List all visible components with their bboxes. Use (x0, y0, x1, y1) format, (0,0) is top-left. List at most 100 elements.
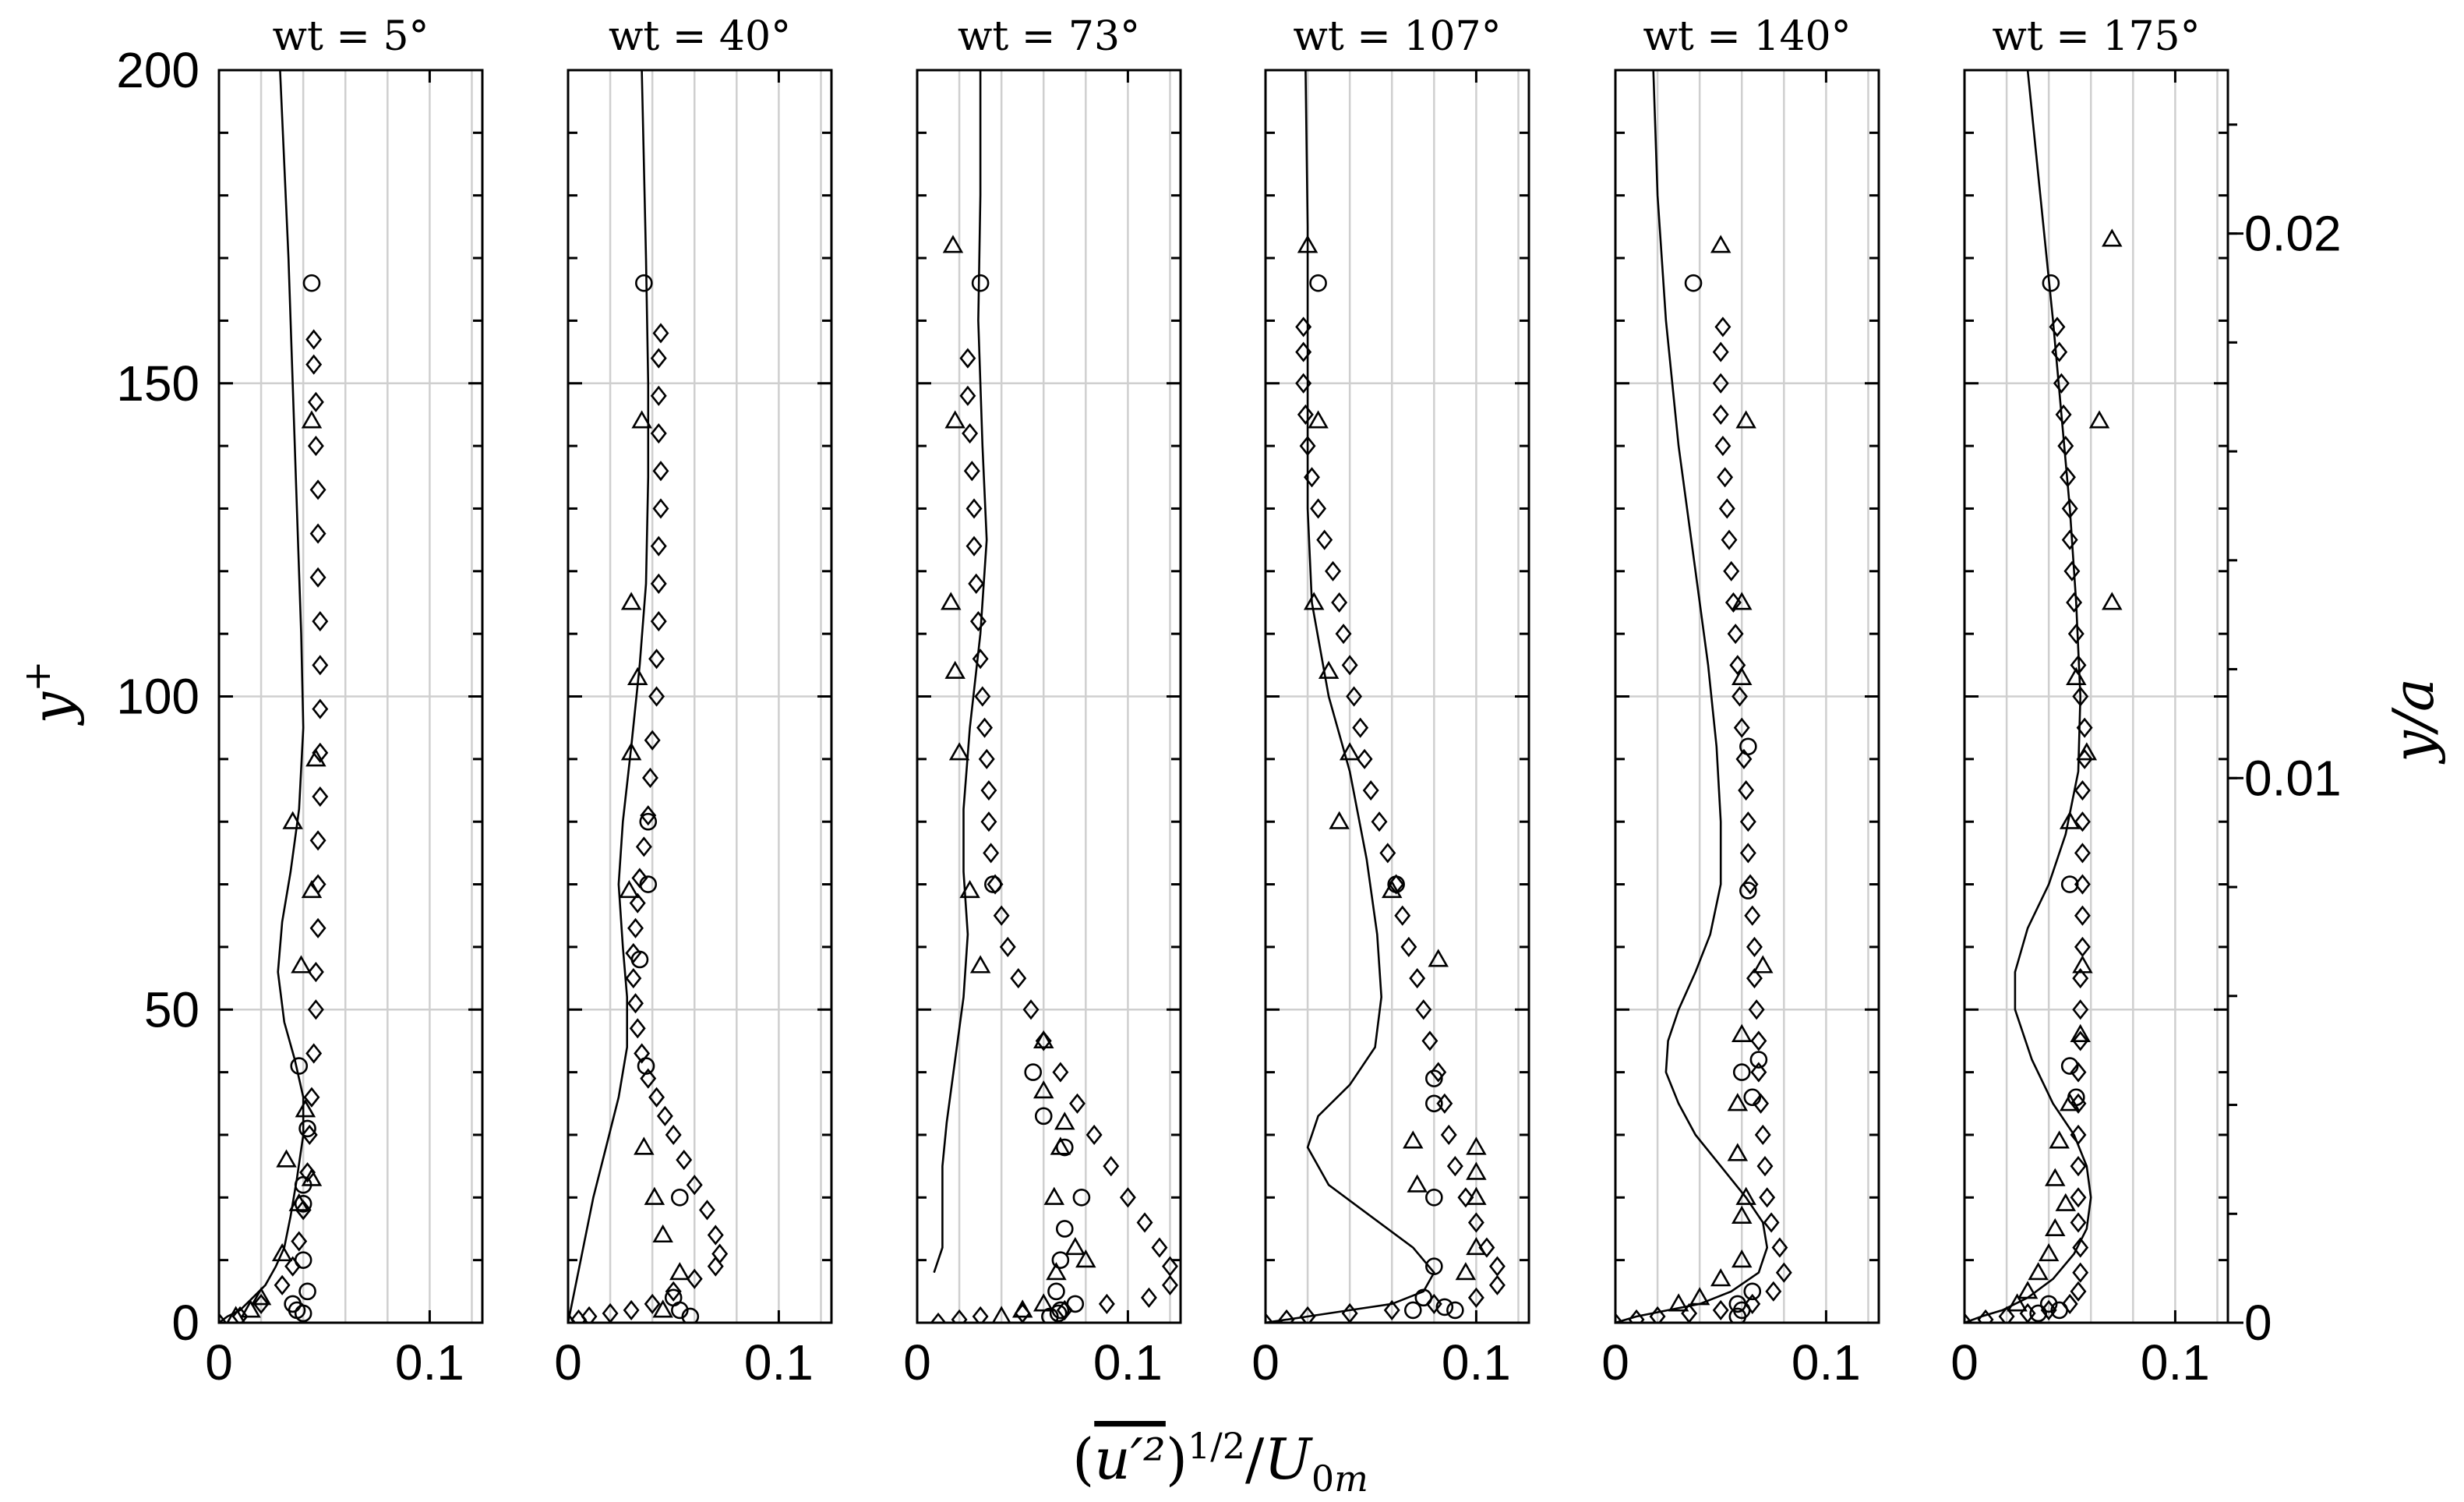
diamond-marker (2057, 436, 2074, 457)
right-y-axis: 0 0.01 0.02 (2228, 123, 2342, 1351)
diamond-marker (686, 1268, 703, 1289)
diamond-marker (2070, 1281, 2087, 1302)
triangle-marker (1033, 1080, 1054, 1099)
triangle-marker (1403, 1130, 1424, 1149)
diamond-marker (1732, 686, 1749, 707)
diamond-marker (2067, 624, 2085, 645)
triangle-marker (2017, 1281, 2039, 1299)
diamond-marker (980, 811, 997, 832)
triangle-marker (991, 1306, 1011, 1323)
diamond-marker (629, 1018, 646, 1039)
diamond-marker (1297, 404, 1314, 426)
panels: wt = 5°0 0.1wt = 40°0 0.1wt = 73°0 0.1wt = … (205, 13, 2229, 1391)
diamond-marker (652, 461, 669, 482)
triangle-marker (944, 410, 965, 429)
panel-data (930, 70, 1178, 1323)
diamond-marker (2063, 560, 2081, 581)
diamond-marker (2072, 1030, 2089, 1051)
triangle-marker (644, 1186, 665, 1205)
circle-marker (2042, 274, 2060, 292)
diamond-marker (1718, 498, 1735, 519)
diamond-marker (1733, 717, 1750, 738)
diamond-marker (309, 917, 327, 938)
triangle-marker (2102, 592, 2123, 610)
diamond-marker (634, 1043, 651, 1064)
triangle-marker (301, 879, 323, 899)
diamond-marker (930, 1312, 947, 1323)
circle-marker (664, 1288, 683, 1307)
diamond-marker (640, 805, 657, 826)
diamond-marker (1964, 1312, 1973, 1323)
diamond-marker (2074, 905, 2091, 926)
diamond-marker (1756, 1156, 1774, 1177)
diamond-marker (650, 535, 667, 557)
diamond-marker (312, 786, 329, 808)
diamond-marker (309, 830, 327, 851)
panel-title: wt = 140° (1643, 13, 1851, 60)
diamond-marker (980, 779, 997, 801)
diamond-marker (1729, 655, 1746, 676)
diamond-marker (1628, 1309, 1645, 1323)
triangle-marker (1466, 1236, 1487, 1256)
circle-marker (1425, 1069, 1443, 1087)
diamond-marker (650, 573, 667, 594)
x-tick-label: 0 (1601, 1334, 1629, 1391)
diamond-marker (1371, 811, 1388, 832)
diamond-marker (2072, 967, 2089, 989)
diamond-marker (656, 1105, 673, 1126)
diamond-marker (1295, 373, 1312, 394)
diamond-marker (307, 961, 324, 983)
diamond-marker (2060, 467, 2076, 488)
circle-marker (1425, 1189, 1443, 1207)
triangle-marker (2028, 1262, 2049, 1281)
diamond-marker (1295, 341, 1312, 362)
diamond-marker (1446, 1156, 1463, 1177)
diamond-marker (1035, 1030, 1052, 1051)
x-tick-label: 0.1 (744, 1334, 814, 1391)
diamond-marker (1440, 1124, 1457, 1146)
diamond-marker (644, 730, 661, 751)
diamond-marker (1488, 1256, 1506, 1277)
triangle-marker (2059, 1093, 2081, 1111)
triangle-marker (2076, 742, 2098, 761)
diamond-marker (307, 436, 324, 457)
x-tick-label: 0 (554, 1334, 582, 1391)
y-axis-label: y+ (16, 661, 85, 726)
diamond-marker (1162, 1256, 1178, 1277)
panel-frame (916, 69, 1182, 1324)
diamond-marker (602, 1302, 619, 1323)
diamond-marker (1649, 1306, 1666, 1323)
x-tick-label: 0.1 (395, 1334, 464, 1391)
circle-marker (1435, 1298, 1454, 1316)
diamond-marker (1356, 748, 1373, 769)
diamond-marker (648, 1087, 665, 1108)
triangle-marker (2066, 666, 2087, 685)
diamond-marker (2066, 592, 2083, 613)
diamond-marker (999, 936, 1016, 957)
diamond-marker (2070, 1124, 2087, 1146)
diamond-marker (2072, 1237, 2089, 1258)
diamond-marker (2061, 498, 2078, 519)
triangle-marker (652, 1299, 673, 1318)
circle-marker (639, 812, 658, 831)
diamond-marker (652, 498, 669, 519)
circle-marker (294, 1251, 312, 1269)
triangle-marker (620, 592, 642, 610)
diamond-marker (1738, 779, 1755, 801)
triangle-marker (1381, 879, 1403, 899)
circle-marker (984, 875, 1002, 893)
diamond-marker (1723, 560, 1740, 581)
triangle-marker (1466, 1136, 1487, 1155)
right-y-tick-label: 0.01 (2244, 750, 2342, 806)
triangle-marker (1710, 235, 1732, 253)
diamond-marker (1467, 1212, 1484, 1233)
circle-marker (1387, 875, 1405, 893)
circle-marker (1055, 1220, 1074, 1238)
diamond-marker (641, 767, 658, 789)
triangle-marker (271, 1242, 293, 1262)
diamond-marker (1714, 316, 1732, 338)
diamond-marker (2055, 404, 2072, 426)
diamond-marker (650, 610, 667, 632)
diamond-marker (2070, 1212, 2087, 1233)
